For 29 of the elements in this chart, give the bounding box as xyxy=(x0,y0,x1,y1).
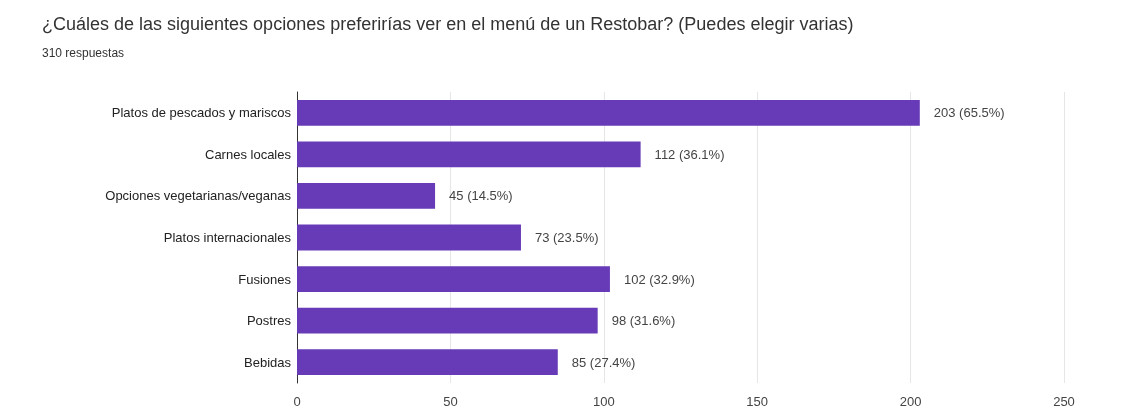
data-label: 45 (14.5%) xyxy=(449,188,513,204)
y-tick-label: Fusiones xyxy=(238,271,292,287)
x-tick-label: 50 xyxy=(443,394,458,409)
x-tick-label: 0 xyxy=(293,394,301,409)
bar xyxy=(297,307,598,334)
data-label: 203 (65.5%) xyxy=(933,105,1005,121)
bar xyxy=(297,224,521,251)
data-label: 98 (31.6%) xyxy=(611,313,676,329)
y-tick-label: Bebidas xyxy=(244,354,292,370)
y-tick-label: Platos de pescados y mariscos xyxy=(111,105,292,121)
y-tick-label: Carnes locales xyxy=(205,146,292,162)
x-tick-label: 100 xyxy=(592,394,615,409)
data-label: 85 (27.4%) xyxy=(571,354,636,370)
bar xyxy=(297,141,641,168)
data-label: 73 (23.5%) xyxy=(534,230,599,245)
data-label: 112 (36.1%) xyxy=(654,146,725,162)
text: 310 respuestas xyxy=(42,46,125,60)
bar xyxy=(297,183,436,209)
x-tick-label: 200 xyxy=(899,394,922,409)
bar xyxy=(297,99,920,126)
data-label: 102 (32.9%) xyxy=(623,271,695,287)
y-tick-label: Platos internacionales xyxy=(163,230,292,245)
x-tick-label: 150 xyxy=(746,394,769,409)
y-tick-label: Postres xyxy=(246,313,292,329)
x-tick-label: 250 xyxy=(1053,394,1075,409)
bar xyxy=(297,349,558,376)
bar xyxy=(297,266,610,292)
chart-title: ¿Cuáles de las siguientes opciones preferirías ver en el menú de un Restobar? (Puedes elegir varias) xyxy=(42,14,854,34)
y-tick-label: Opciones vegetarianas/veganas xyxy=(105,188,292,204)
